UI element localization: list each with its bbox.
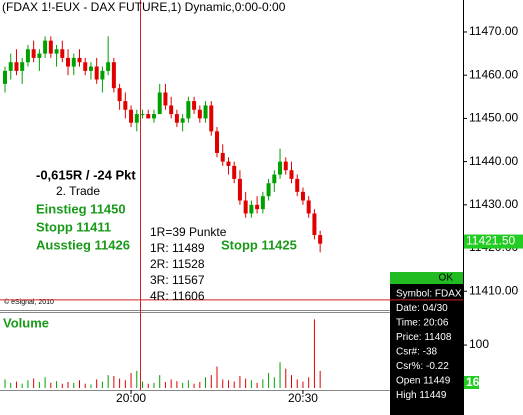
candle-body [100,70,105,80]
y-tick-label: 11440.00 [469,154,518,168]
last-price-label: 11421.50 [466,234,515,248]
candle-body [54,49,59,54]
candle-body [295,178,300,192]
candle-body [312,213,317,236]
candle-body [249,204,254,214]
annotation: -0,615R / -24 Pkt [36,167,136,182]
candle-body [60,49,65,58]
data-window-row: Date: 04/30 [396,303,448,314]
candle-body [140,114,145,116]
candle-body [117,88,122,102]
data-window-row: Symbol: FDAX [396,289,462,300]
candle-body [266,183,271,197]
annotation: 2. Trade [56,184,100,198]
candle-body [180,118,185,123]
candle-body [237,178,242,201]
annotation: 1R: 11489 [150,241,205,255]
candle-body [94,66,99,80]
ok-label[interactable]: OK [439,273,454,284]
data-window-row: Csr%: -0.22 [396,361,449,372]
annotation: Ausstieg 11426 [36,237,130,252]
candle-body [106,62,111,71]
annotation: 2R: 11528 [150,257,205,271]
candle-body [43,40,48,54]
candle-body [37,53,42,58]
candle-body [157,92,162,115]
data-window-row: Open 11449 [396,376,451,387]
candle-body [25,49,30,63]
candle-body [192,101,197,110]
candle-body [220,152,225,162]
candle-body [260,196,265,210]
y-tick-label: 11470.00 [469,24,518,38]
chart-title: (FDAX 1!-EUX - DAX FUTURE,1) Dynamic,0:0… [2,0,286,14]
candle-body [146,114,151,119]
candle-body [77,57,82,63]
x-tick-label: 20:00 [116,391,146,405]
candle-body [3,70,7,84]
candle-body [14,62,19,71]
candle-body [123,101,128,110]
candle-body [83,62,88,71]
volume-title: Volume [3,315,49,330]
y-tick-label: 11450.00 [469,111,518,125]
candle-body [300,191,305,201]
annotation: Stopp 11411 [36,219,111,234]
annotation: Stopp 11425 [221,237,297,252]
candle-body [169,105,174,115]
candle-body [255,204,260,210]
candle-body [306,200,311,214]
candle-body [215,131,220,153]
candle-body [134,114,139,123]
last-price-box [464,234,523,249]
annotation: Einstieg 11450 [36,201,126,216]
candle-body [163,92,168,106]
data-window-row: Time: 20:06 [396,318,449,329]
candle-body [243,200,248,214]
candle-body [71,57,76,67]
candle-body [186,101,191,119]
candle-body [289,170,294,179]
candle-body [66,57,71,67]
volume-tick-label: 100 [469,337,489,351]
copyright: © eSignal, 2010 [4,298,54,306]
candle-body [88,66,93,71]
candle-body [129,109,134,123]
candle-body [226,161,231,166]
candle-body [209,105,214,132]
annotation: 3R: 11567 [150,273,205,287]
volume-last-label: 16 [466,375,480,389]
candle-body [31,49,36,58]
data-window-row: Price: 11408 [396,332,452,343]
candle-body [203,105,208,119]
candle-body [20,62,25,71]
data-window-row: High 11449 [396,390,447,401]
candle-body [151,114,156,119]
candle-body [111,62,116,89]
candle-body [174,114,179,123]
volume-last-box [464,376,479,389]
ok-button[interactable] [390,272,463,284]
data-window: OK Symbol: FDAX Date: 04/30 Time: 20:06 Pri… [390,272,463,415]
candle-body [283,161,288,171]
candle-body [48,40,53,54]
y-tick-label: 11410.00 [469,283,518,297]
candle-body [197,109,202,119]
x-tick-label: 20:30 [288,391,318,405]
annotation: 4R: 11606 [150,289,205,303]
y-tick-label: 11460.00 [469,67,518,81]
candle-body [272,174,277,184]
candle-body [8,62,13,71]
candle-body [232,165,237,179]
candle-body [318,235,323,244]
data-window-row: Csr#: -38 [396,347,438,358]
data-window-bg [390,272,463,415]
candle-body [278,161,283,175]
annotation: 1R=39 Punkte [150,225,227,239]
y-tick-label: 11430.00 [469,197,518,211]
